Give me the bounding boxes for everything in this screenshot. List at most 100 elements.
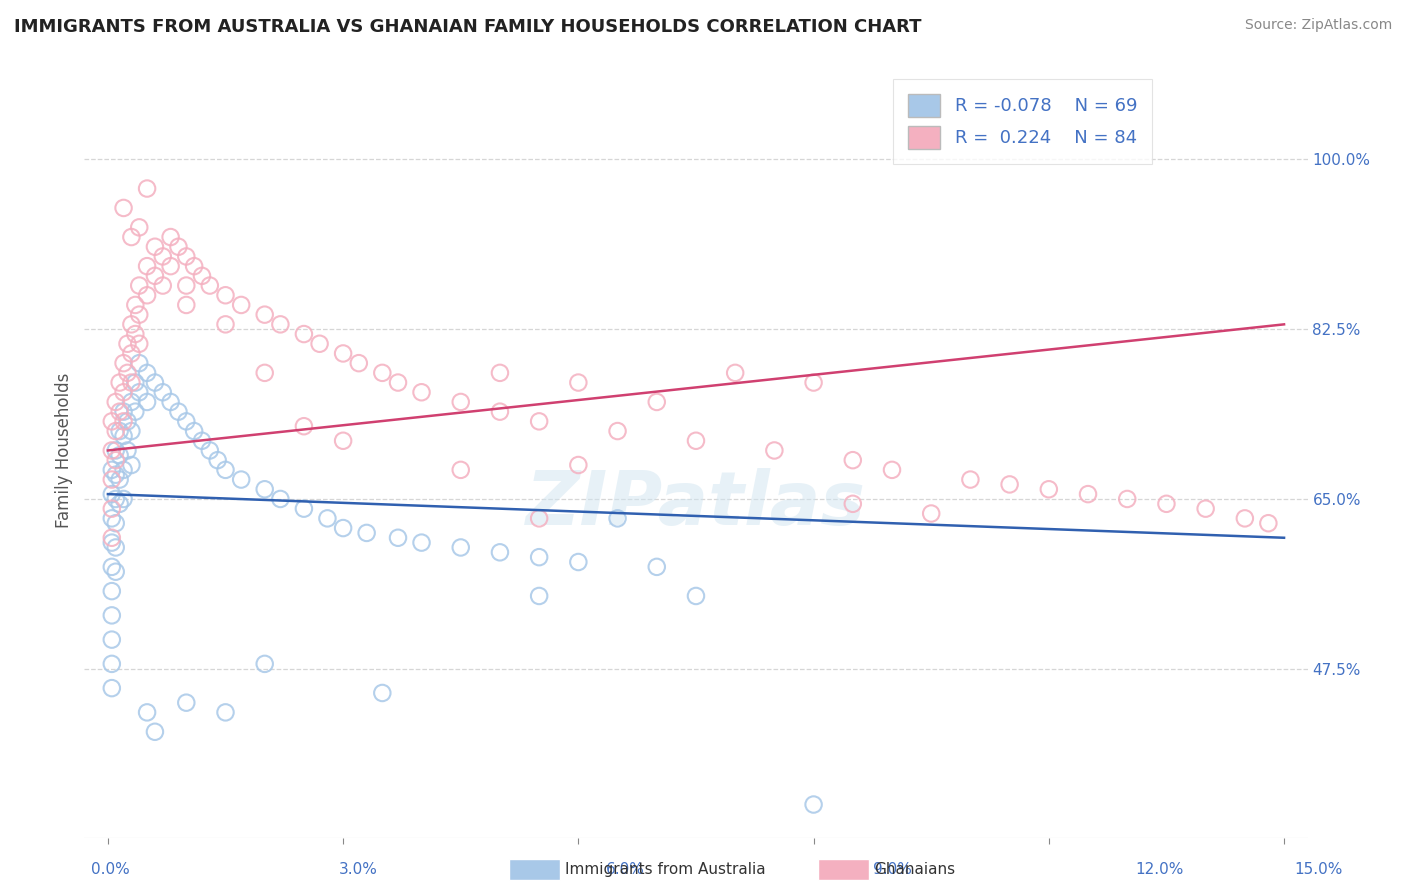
Point bbox=[292, 326, 315, 341]
Point bbox=[1233, 511, 1256, 525]
Point bbox=[292, 419, 315, 434]
Point bbox=[104, 443, 127, 458]
Point bbox=[1038, 483, 1060, 497]
Text: ZIPatlas: ZIPatlas bbox=[526, 468, 866, 541]
Point bbox=[724, 366, 747, 380]
Point bbox=[136, 395, 159, 409]
Point bbox=[214, 463, 236, 477]
Point bbox=[174, 298, 197, 312]
Point bbox=[120, 230, 142, 244]
Point bbox=[174, 696, 197, 710]
Point bbox=[128, 336, 150, 351]
Point bbox=[450, 395, 472, 409]
Point bbox=[269, 318, 291, 332]
Point bbox=[101, 584, 124, 599]
Point bbox=[803, 797, 825, 812]
Point bbox=[387, 531, 409, 545]
Point bbox=[101, 531, 124, 545]
Point bbox=[108, 405, 131, 419]
Point bbox=[253, 483, 276, 497]
Point bbox=[112, 201, 135, 215]
Point bbox=[489, 405, 512, 419]
Point bbox=[214, 288, 236, 302]
Point bbox=[101, 681, 124, 695]
Point bbox=[112, 356, 135, 370]
Text: Source: ZipAtlas.com: Source: ZipAtlas.com bbox=[1244, 18, 1392, 32]
Point bbox=[214, 706, 236, 720]
Point bbox=[128, 308, 150, 322]
Point bbox=[567, 376, 589, 390]
Point bbox=[124, 405, 146, 419]
Point bbox=[1156, 497, 1178, 511]
Point bbox=[489, 366, 512, 380]
Point bbox=[606, 511, 628, 525]
Point bbox=[108, 424, 131, 438]
Point bbox=[104, 395, 127, 409]
Point bbox=[527, 414, 550, 428]
Point bbox=[136, 288, 159, 302]
Point bbox=[231, 298, 253, 312]
Point bbox=[104, 541, 127, 555]
Point bbox=[198, 443, 221, 458]
Point bbox=[143, 376, 166, 390]
Point bbox=[685, 434, 707, 448]
Point bbox=[167, 405, 190, 419]
Point bbox=[1195, 501, 1218, 516]
Point bbox=[104, 565, 127, 579]
Point bbox=[104, 424, 127, 438]
Point bbox=[371, 366, 394, 380]
Point bbox=[567, 458, 589, 472]
Point bbox=[117, 443, 139, 458]
Point bbox=[112, 429, 135, 443]
Point bbox=[120, 458, 142, 472]
Point bbox=[645, 395, 668, 409]
Point bbox=[174, 249, 197, 264]
Point bbox=[101, 511, 124, 525]
Point bbox=[117, 414, 139, 428]
Point bbox=[104, 516, 127, 531]
Point bbox=[356, 525, 378, 540]
Point bbox=[842, 453, 865, 467]
Point bbox=[143, 268, 166, 283]
Point bbox=[112, 405, 135, 419]
Point bbox=[174, 278, 197, 293]
Point bbox=[128, 220, 150, 235]
Point bbox=[143, 240, 166, 254]
Point bbox=[1116, 491, 1139, 506]
Point bbox=[332, 521, 354, 535]
Point bbox=[101, 632, 124, 647]
Point bbox=[316, 511, 339, 525]
Text: 9.0%: 9.0% bbox=[873, 863, 912, 877]
Point bbox=[152, 278, 174, 293]
Point bbox=[880, 463, 903, 477]
Point bbox=[371, 686, 394, 700]
Point bbox=[159, 230, 181, 244]
Point bbox=[108, 473, 131, 487]
Point bbox=[120, 318, 142, 332]
Point bbox=[112, 463, 135, 477]
Point bbox=[198, 278, 221, 293]
Point bbox=[332, 346, 354, 360]
Point bbox=[143, 724, 166, 739]
Point bbox=[101, 608, 124, 623]
Point bbox=[920, 507, 942, 521]
Point bbox=[159, 395, 181, 409]
Point bbox=[685, 589, 707, 603]
Point bbox=[332, 434, 354, 448]
Point bbox=[269, 491, 291, 506]
Point bbox=[136, 706, 159, 720]
Text: Immigrants from Australia: Immigrants from Australia bbox=[565, 863, 766, 877]
Point bbox=[152, 249, 174, 264]
Text: Ghanaians: Ghanaians bbox=[875, 863, 956, 877]
Point bbox=[191, 434, 214, 448]
Point bbox=[117, 336, 139, 351]
Point bbox=[1257, 516, 1279, 531]
Text: IMMIGRANTS FROM AUSTRALIA VS GHANAIAN FAMILY HOUSEHOLDS CORRELATION CHART: IMMIGRANTS FROM AUSTRALIA VS GHANAIAN FA… bbox=[14, 18, 921, 36]
Point bbox=[411, 535, 433, 549]
Point bbox=[128, 385, 150, 400]
Point bbox=[450, 463, 472, 477]
Point bbox=[128, 356, 150, 370]
Point bbox=[112, 491, 135, 506]
Point bbox=[387, 376, 409, 390]
Point bbox=[167, 240, 190, 254]
